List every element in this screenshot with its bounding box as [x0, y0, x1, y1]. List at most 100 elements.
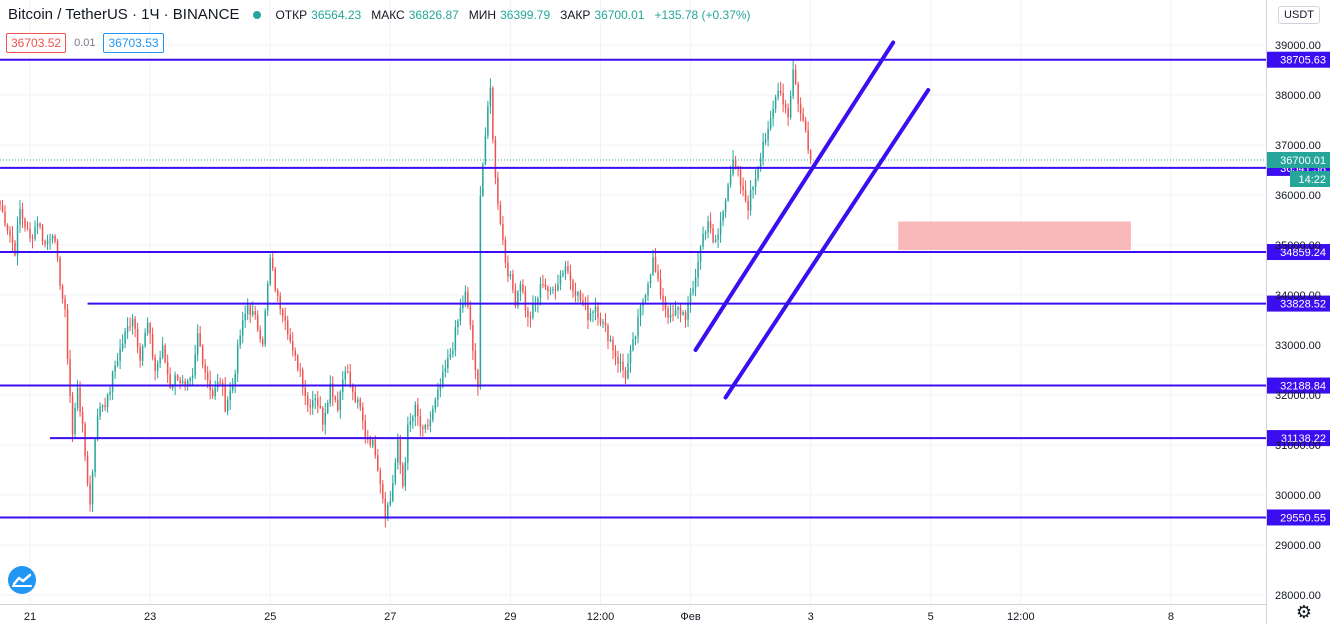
candle-body: [704, 232, 707, 235]
candle-body: [434, 399, 437, 410]
symbol-title[interactable]: Bitcoin / TetherUS · 1Ч · BINANCE: [8, 6, 240, 23]
candle-body: [622, 361, 624, 371]
candle-body: [201, 345, 204, 365]
candle-body: [106, 394, 109, 408]
candle-body: [109, 391, 111, 395]
candle-body: [597, 306, 599, 318]
candle-body: [687, 303, 689, 320]
candle-body: [594, 306, 597, 312]
candle-body: [337, 399, 339, 411]
candle-body: [362, 407, 364, 421]
last-price-label: 36700.01: [1280, 155, 1326, 167]
candle-body: [129, 326, 131, 328]
sell-button[interactable]: 36703.52: [6, 33, 67, 53]
candle-body: [329, 383, 332, 404]
candle-body: [269, 257, 271, 285]
candle-body: [119, 348, 121, 361]
candle-body: [291, 341, 294, 351]
candle-body: [94, 439, 96, 473]
price-tick-label: 38000.00: [1275, 90, 1321, 102]
candle-body: [344, 371, 347, 380]
candle-body: [74, 407, 76, 435]
candle-body: [802, 113, 804, 121]
candle-body: [51, 235, 54, 240]
candle-body: [592, 311, 594, 313]
price-tick-label: 34000.00: [1275, 290, 1321, 302]
candle-body: [29, 228, 31, 238]
candle-body: [609, 339, 612, 342]
candle-body: [24, 218, 26, 228]
candle-body: [599, 317, 602, 324]
candle-body: [306, 396, 309, 406]
candle-body: [179, 379, 181, 383]
candle-body: [487, 106, 489, 136]
candle-body: [266, 284, 269, 311]
candle-body: [554, 289, 557, 291]
candle-body: [404, 462, 407, 487]
candle-body: [624, 370, 627, 379]
candle-body: [479, 195, 482, 388]
candle-body: [84, 423, 86, 456]
candle-body: [617, 357, 619, 364]
candle-body: [11, 235, 14, 243]
candle-body: [211, 390, 214, 397]
candle-body: [91, 472, 94, 505]
candle-body: [744, 190, 747, 201]
candle-body: [527, 310, 529, 317]
candle-body: [26, 227, 29, 229]
candle-body: [61, 285, 64, 299]
candle-body: [389, 500, 392, 505]
candle-body: [69, 359, 71, 397]
candle-body: [672, 314, 674, 316]
candle-body: [807, 130, 809, 151]
candle-body: [309, 405, 311, 408]
buy-button[interactable]: 36703.53: [103, 33, 164, 53]
gear-icon[interactable]: ⚙: [1295, 602, 1312, 622]
high-label: МАКС: [371, 7, 405, 22]
candle-body: [186, 380, 189, 386]
tradingview-logo-icon[interactable]: [8, 566, 36, 594]
level-price-label: 34859.24: [1280, 247, 1326, 259]
time-tick-label: 5: [928, 611, 934, 623]
candle-body: [659, 278, 662, 296]
candle-body: [537, 298, 539, 304]
candle-body: [472, 324, 474, 351]
candle-body: [154, 357, 156, 371]
candle-body: [612, 339, 614, 351]
level-price-tag: [1267, 51, 1330, 68]
candle-body: [369, 439, 372, 446]
candle-body: [717, 234, 719, 240]
candle-body: [349, 371, 352, 386]
candle-body: [764, 139, 767, 142]
candle-body: [279, 295, 281, 310]
countdown-tag: [1290, 170, 1330, 187]
candle-body: [699, 246, 702, 263]
candle-body: [712, 228, 714, 242]
candle-body: [409, 421, 412, 425]
candle-body: [804, 120, 807, 131]
candle-body: [799, 103, 802, 114]
candle-body: [284, 316, 286, 321]
candle-body: [489, 87, 492, 107]
candle-body: [422, 427, 424, 429]
currency-button[interactable]: USDT: [1278, 6, 1320, 24]
candle-body: [176, 375, 179, 380]
candle-body: [16, 225, 19, 256]
candle-body: [224, 386, 226, 412]
candle-body: [151, 334, 154, 358]
candle-body: [46, 240, 49, 245]
candle-body: [126, 326, 129, 332]
candle-body: [294, 350, 296, 356]
candle-body: [289, 334, 291, 342]
candle-body: [264, 310, 266, 345]
candle-body: [164, 345, 166, 363]
candle-body: [732, 159, 734, 175]
price-tick-label: 35000.00: [1275, 240, 1321, 252]
candle-body: [296, 355, 299, 370]
logo-glyph: [12, 573, 32, 587]
trend-channel-line: [693, 40, 896, 352]
candle-body: [549, 289, 552, 292]
time-tick-label: 12:00: [587, 611, 615, 623]
candle-body: [777, 90, 779, 97]
